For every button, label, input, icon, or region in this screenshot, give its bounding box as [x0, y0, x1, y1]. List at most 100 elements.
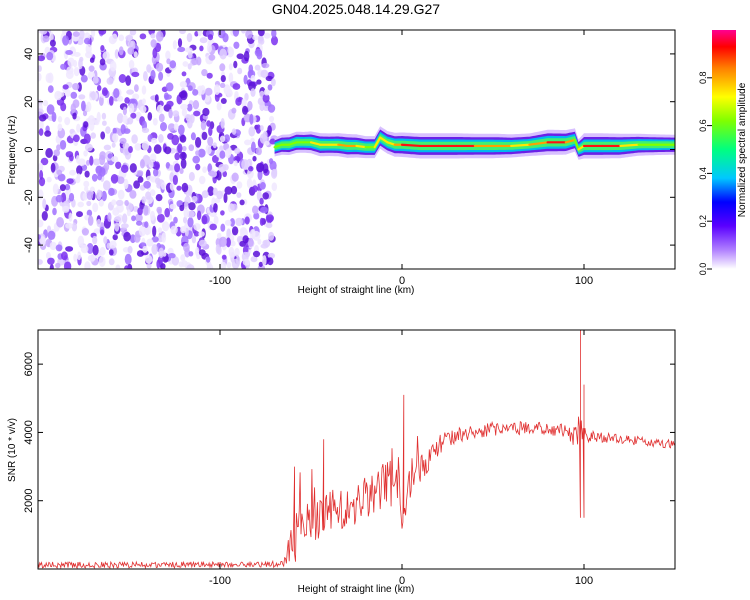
noise-speckle	[91, 90, 96, 101]
noise-speckle	[38, 114, 47, 122]
noise-speckle	[239, 199, 245, 206]
noise-speckle	[208, 54, 216, 61]
noise-speckle	[118, 74, 127, 83]
noise-speckle	[206, 72, 213, 79]
noise-speckle	[150, 33, 156, 39]
noise-speckle	[131, 134, 138, 144]
noise-speckle	[42, 198, 47, 209]
noise-speckle	[259, 125, 264, 131]
noise-speckle	[92, 202, 99, 213]
noise-speckle	[112, 234, 118, 241]
noise-speckle	[70, 91, 78, 99]
noise-speckle	[171, 256, 180, 266]
noise-speckle	[167, 123, 176, 132]
noise-speckle	[252, 205, 259, 215]
noise-speckle	[262, 93, 270, 103]
noise-speckle	[220, 98, 227, 104]
noise-speckle	[163, 92, 169, 101]
noise-speckle	[244, 139, 252, 146]
noise-speckle	[186, 32, 193, 43]
ridge-core-segment	[337, 143, 349, 148]
noise-speckle	[271, 78, 276, 87]
noise-speckle	[204, 87, 213, 96]
noise-speckle	[205, 144, 212, 155]
noise-speckle	[102, 51, 110, 61]
noise-speckle	[247, 100, 253, 111]
noise-speckle	[83, 150, 88, 157]
noise-speckle	[208, 170, 216, 177]
noise-speckle	[103, 180, 111, 191]
noise-speckle	[226, 89, 233, 98]
noise-speckle	[271, 182, 278, 191]
noise-speckle	[113, 88, 120, 99]
noise-speckle	[126, 209, 131, 217]
noise-speckle	[133, 51, 138, 58]
noise-speckle	[201, 131, 208, 141]
x-tick-label: 100	[575, 575, 593, 587]
noise-speckle	[241, 159, 249, 170]
noise-speckle	[137, 207, 143, 216]
noise-speckle	[49, 241, 57, 251]
noise-speckle	[244, 216, 250, 225]
noise-speckle	[228, 63, 233, 71]
noise-speckle	[114, 49, 119, 59]
spectrogram-ylabel: Frequency (Hz)	[7, 116, 18, 185]
noise-speckle	[84, 170, 90, 178]
noise-speckle	[114, 222, 120, 232]
noise-speckle	[179, 151, 187, 161]
noise-speckle	[41, 211, 48, 221]
noise-speckle	[56, 144, 61, 151]
noise-speckle	[120, 124, 126, 135]
noise-speckle	[241, 30, 246, 34]
noise-speckle	[252, 250, 261, 258]
noise-speckle	[168, 108, 173, 119]
noise-speckle	[147, 112, 153, 121]
noise-speckle	[99, 167, 106, 177]
noise-speckle	[102, 120, 107, 126]
noise-speckle	[118, 34, 125, 42]
noise-speckle	[119, 137, 127, 145]
ridge-core-segment	[288, 141, 298, 146]
chart-title: GN04.2025.048.14.29.G27	[272, 1, 440, 17]
noise-speckle	[261, 62, 270, 69]
noise-speckle	[109, 96, 114, 106]
noise-speckle	[84, 37, 91, 45]
noise-speckle	[125, 35, 134, 41]
noise-speckle	[50, 162, 56, 173]
noise-speckle	[183, 242, 190, 253]
noise-speckle	[271, 35, 278, 46]
noise-speckle	[59, 140, 67, 150]
noise-speckle	[65, 222, 73, 229]
noise-speckle	[181, 182, 189, 193]
noise-speckle	[40, 157, 49, 166]
noise-speckle	[172, 110, 180, 117]
noise-speckle	[195, 150, 200, 156]
noise-speckle	[198, 249, 206, 256]
noise-speckle	[150, 69, 156, 80]
noise-speckle	[161, 221, 170, 232]
ridge-core-segment	[400, 143, 422, 148]
noise-speckle	[160, 122, 167, 132]
noise-speckle	[239, 240, 246, 247]
noise-speckle	[188, 171, 195, 182]
noise-speckle	[46, 176, 52, 183]
noise-speckle	[128, 103, 135, 114]
noise-speckle	[149, 189, 156, 197]
noise-speckle	[235, 97, 242, 106]
noise-speckle	[62, 205, 70, 213]
noise-speckle	[52, 207, 57, 216]
noise-speckle	[108, 258, 115, 266]
noise-speckle	[38, 128, 44, 136]
noise-speckle	[146, 238, 154, 247]
noise-speckle	[263, 32, 271, 39]
noise-speckle	[170, 225, 178, 235]
noise-speckle	[136, 170, 144, 176]
noise-speckle	[220, 223, 226, 232]
noise-speckle	[179, 81, 188, 88]
noise-speckle	[96, 218, 102, 228]
noise-speckle	[146, 175, 155, 181]
ridge-core-segment	[619, 143, 640, 148]
noise-speckle	[160, 182, 166, 190]
noise-speckle	[106, 77, 114, 85]
